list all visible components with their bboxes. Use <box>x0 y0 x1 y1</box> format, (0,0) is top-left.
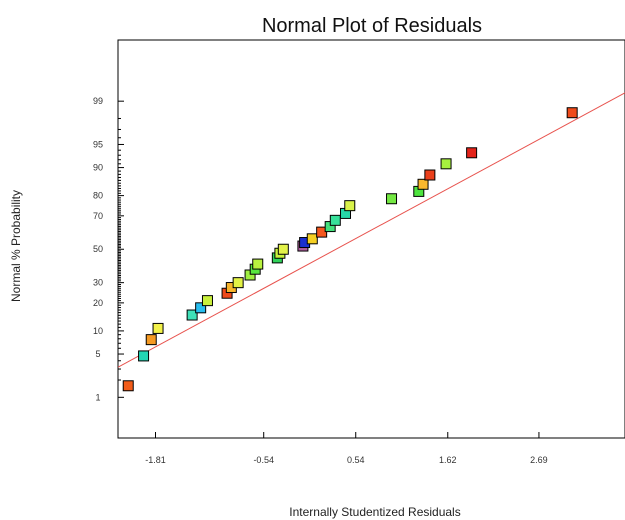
data-point <box>122 380 134 392</box>
data-point <box>195 302 207 314</box>
y-tick-label: 80 <box>93 191 103 201</box>
x-axis-label: Internally Studentized Residuals <box>289 505 460 519</box>
y-tick-label: 99 <box>93 96 103 106</box>
data-point <box>306 233 318 245</box>
y-tick-label: 20 <box>93 298 103 308</box>
plot-area <box>117 39 625 439</box>
data-point <box>252 258 264 270</box>
axis-ticks: 1 5 10 20 30 50 70 80 90 95 99 -1.81 -0.54 0.54 1.62 2.… <box>93 96 548 465</box>
data-point <box>417 178 429 190</box>
data-point <box>152 322 164 334</box>
data-point <box>201 295 213 307</box>
y-tick-label: 5 <box>95 349 100 359</box>
y-tick-label: 10 <box>93 326 103 336</box>
data-point <box>440 158 452 170</box>
data-point <box>344 200 356 212</box>
y-axis-label: Normal % Probability <box>9 190 23 302</box>
y-tick-label: 1 <box>95 392 100 402</box>
data-point <box>138 350 150 362</box>
data-point <box>316 226 328 238</box>
x-tick-label: -1.81 <box>145 455 166 465</box>
y-tick-label: 90 <box>93 163 103 173</box>
data-point <box>145 334 157 346</box>
data-points <box>122 107 578 392</box>
x-tick-label: 1.62 <box>439 455 457 465</box>
y-tick-label: 30 <box>93 278 103 288</box>
y-tick-label: 50 <box>93 244 103 254</box>
y-tick-label: 70 <box>93 211 103 221</box>
data-point <box>566 107 578 119</box>
chart-title: Normal Plot of Residuals <box>262 15 482 37</box>
x-tick-label: 0.54 <box>347 455 365 465</box>
y-tick-label: 95 <box>93 139 103 149</box>
x-tick-label: -0.54 <box>253 455 274 465</box>
x-tick-label: 2.69 <box>530 455 548 465</box>
reference-line-layer <box>118 92 625 368</box>
data-point <box>466 147 478 159</box>
data-point <box>277 243 289 255</box>
data-point <box>186 309 198 321</box>
reference-line <box>118 92 625 368</box>
data-point <box>386 193 398 205</box>
data-point <box>329 214 341 226</box>
data-point <box>424 169 436 181</box>
data-point <box>232 277 244 289</box>
